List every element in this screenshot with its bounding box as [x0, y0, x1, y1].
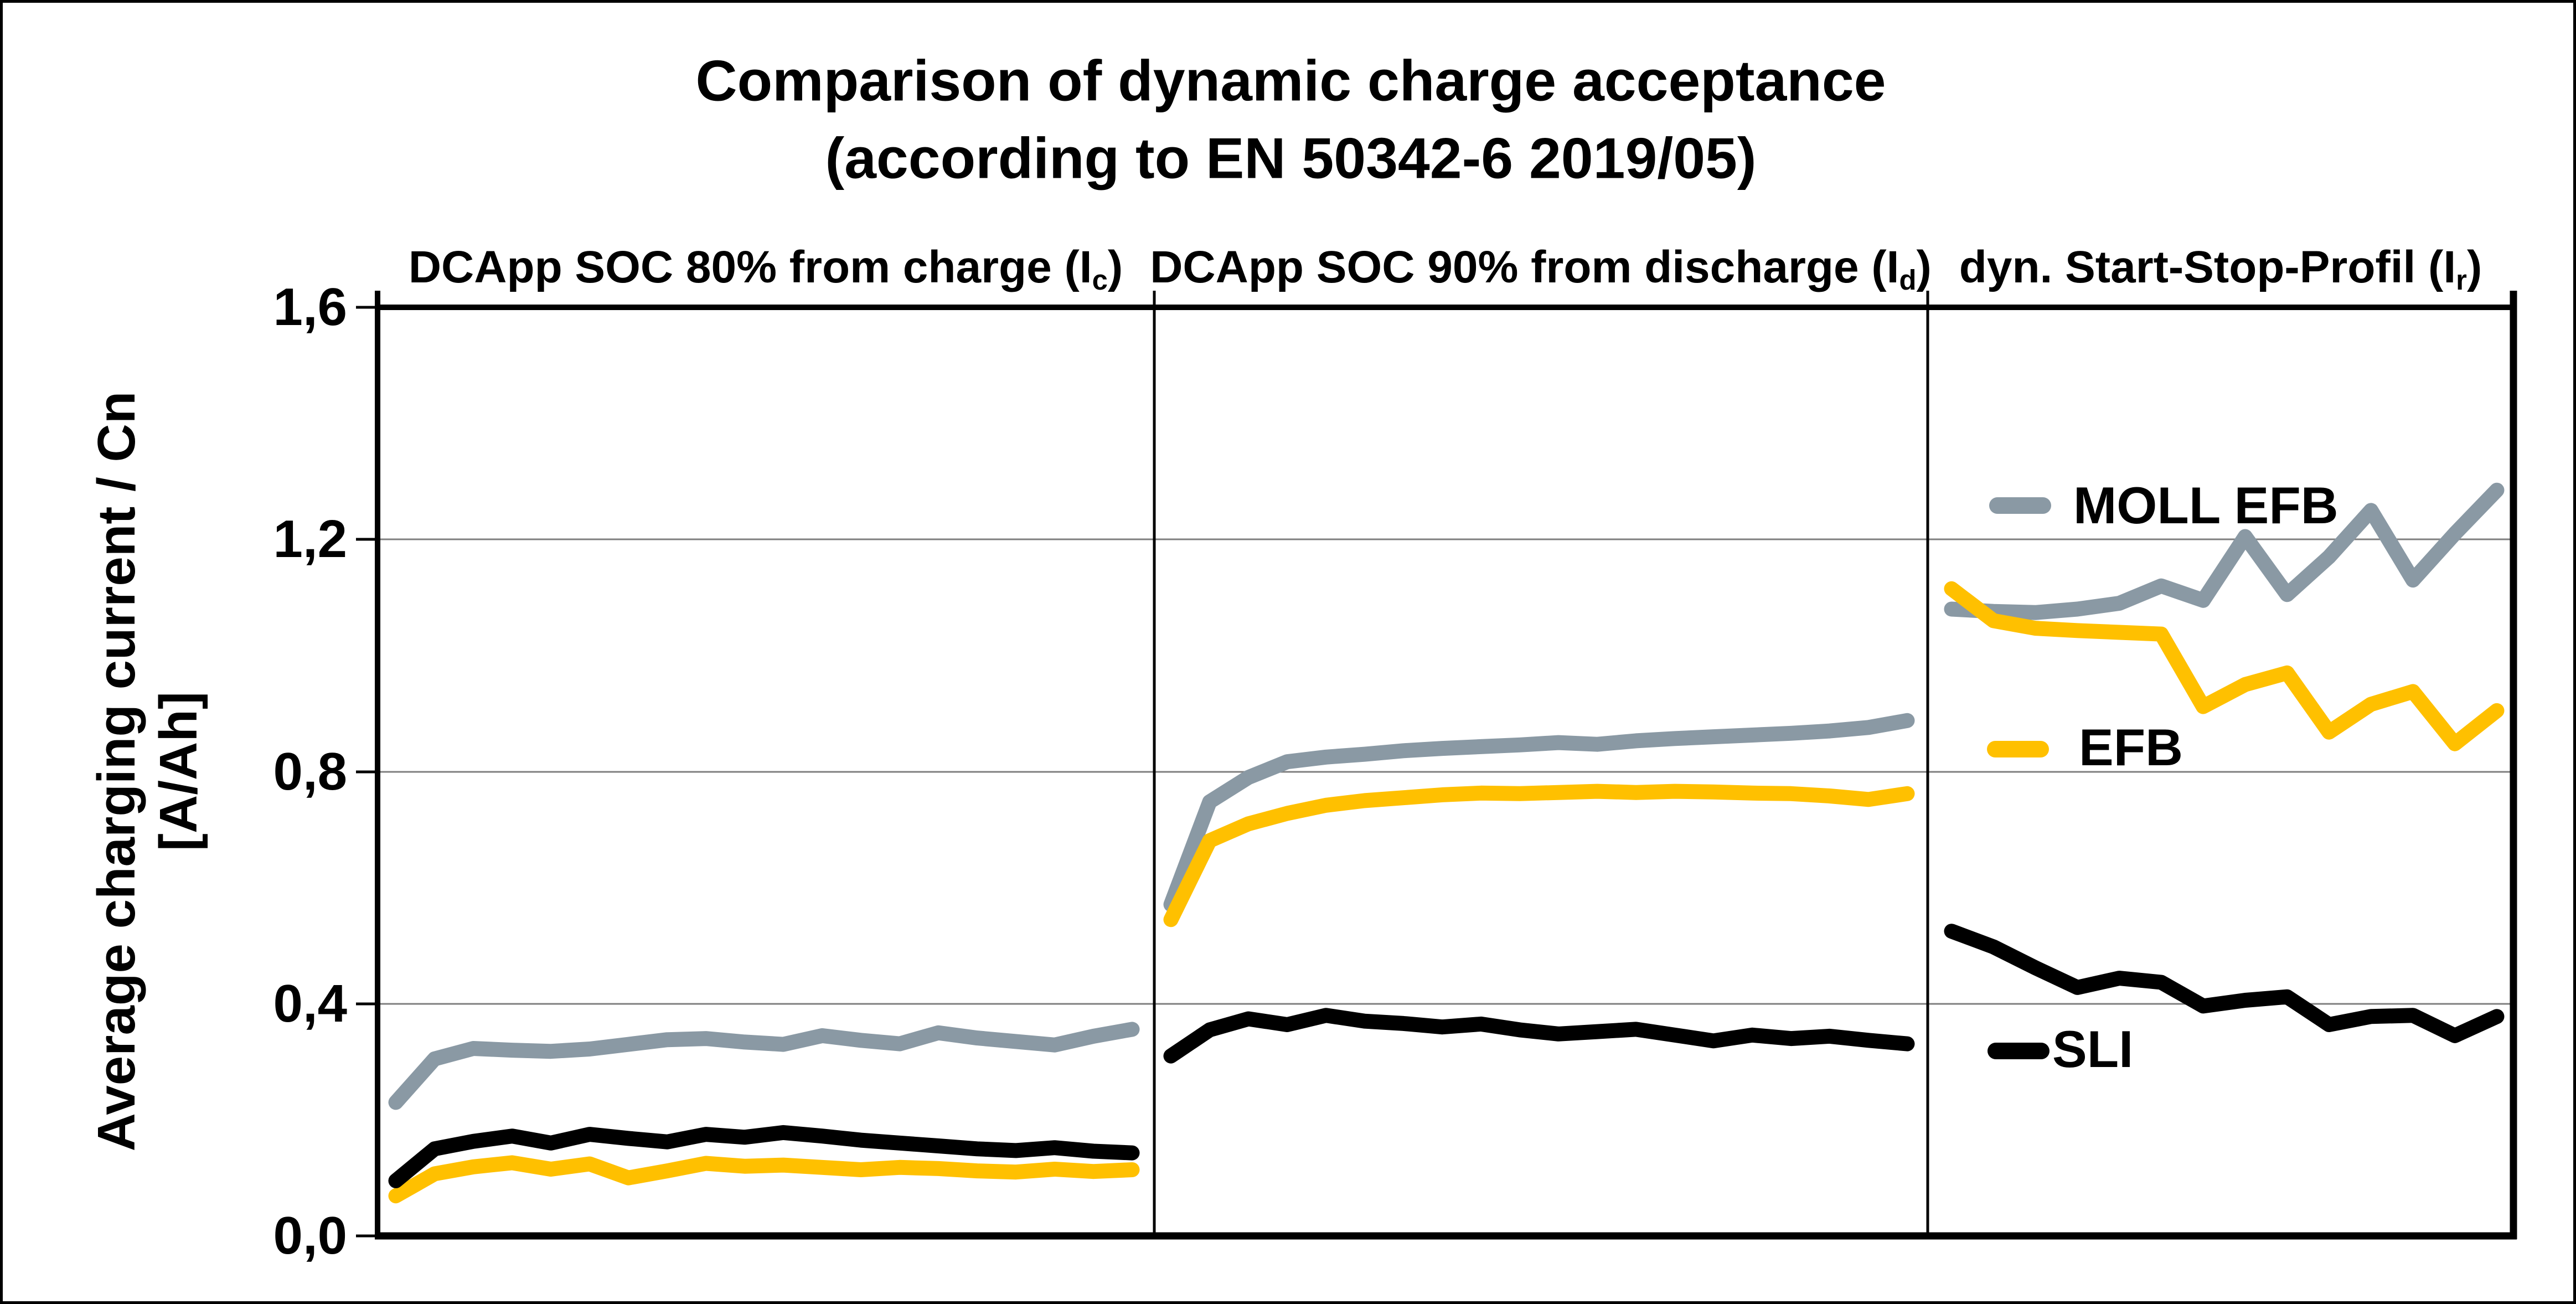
legend-key-sli	[1988, 1043, 2050, 1059]
chart-title-line2: (according to EN 50342-6 2019/05)	[825, 126, 1757, 191]
y-axis-title-line1: Average charging current / Cn	[87, 391, 146, 1152]
panel-header-startstop: dyn. Start-Stop-Profil (Ir)	[1959, 242, 2482, 296]
legend-label-sli: SLI	[2052, 1020, 2134, 1078]
ytick-label-0-8: 0,8	[273, 742, 347, 801]
legend-key-moll-efb	[1989, 497, 2051, 514]
chart-title-line1: Comparison of dynamic charge acceptance	[695, 49, 1886, 114]
series-line-moll-efb-panel1	[388, 1022, 1140, 1110]
plot-area	[356, 291, 2517, 1240]
series-line-moll-efb-panel3	[1944, 482, 2505, 620]
ytick-label-0-0: 0,0	[273, 1206, 347, 1265]
series-line-efb-panel1	[388, 1155, 1140, 1204]
series-line-moll-efb-panel2	[1163, 713, 1915, 912]
series-line-sli-panel3	[1944, 924, 2505, 1043]
panel-header-soc80: DCApp SOC 80% from charge (Ic)	[408, 242, 1123, 296]
series-line-efb-panel2	[1163, 784, 1915, 927]
legend-label-efb: EFB	[2079, 718, 2183, 776]
y-axis-title: Average charging current / Cn [A/Ah]	[86, 218, 210, 1301]
series-line-sli-panel1	[388, 1125, 1140, 1188]
series-line-efb-panel3	[1944, 581, 2505, 751]
y-axis-title-line2: [A/Ah]	[149, 692, 208, 851]
legend-label-moll-efb: MOLL EFB	[2073, 476, 2338, 534]
panel-header-soc90: DCApp SOC 90% from discharge (Id)	[1150, 242, 1932, 296]
series-line-sli-panel2	[1163, 1008, 1915, 1064]
ytick-label-0-4: 0,4	[273, 974, 347, 1033]
legend-key-efb	[1987, 741, 2049, 757]
ytick-label-1-2: 1,2	[273, 509, 347, 569]
series-lines	[388, 482, 2505, 1204]
ytick-label-1-6: 1,6	[273, 277, 347, 337]
